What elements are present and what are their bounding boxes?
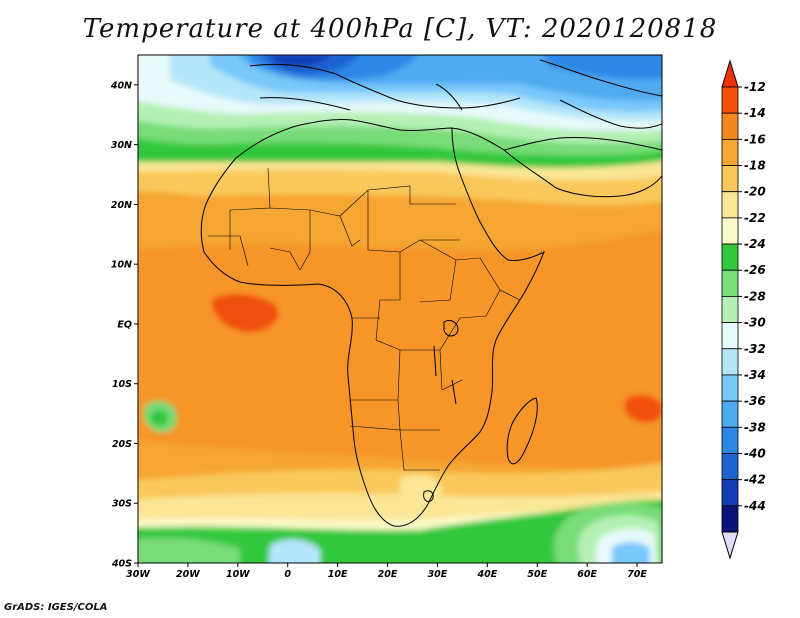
colorbar-swatch [721, 217, 739, 245]
lat-tick-label: EQ [117, 319, 132, 330]
colorbar-label: -22 [744, 211, 766, 225]
lon-tick-label: 30W [126, 569, 150, 580]
lat-tick-label: 20N [111, 200, 132, 211]
colorbar-label: -44 [744, 499, 766, 513]
colorbar-swatch [721, 453, 739, 481]
colorbar-label: -34 [744, 368, 766, 382]
colorbar-label: -40 [744, 446, 766, 460]
colorbar-swatch [721, 86, 739, 114]
colorbar-label: -38 [744, 420, 766, 434]
lat-tick-label: 30S [112, 499, 132, 510]
colorbar-swatch [721, 243, 739, 271]
chart-title: Temperature at 400hPa [C], VT: 202012081… [82, 14, 718, 44]
colorbar-label: -36 [744, 394, 766, 408]
lon-tick-label: 10W [226, 569, 250, 580]
lat-tick-label: 10S [112, 379, 132, 390]
lon-tick-label: 20W [176, 569, 200, 580]
lakes [423, 319, 459, 503]
lon-tick-label: 40E [476, 569, 497, 580]
colorbar-bottom-arrow [721, 531, 739, 560]
lon-tick-label: 60E [577, 569, 597, 580]
colorbar-swatch [721, 348, 739, 376]
colorbar-swatch [721, 138, 739, 166]
longitude-axis: 30W 20W 10W 0 10E 20E 30E 40E 50E 60E 70E [126, 563, 647, 580]
colorbar-swatch [721, 296, 739, 323]
lon-tick-label: 0 [284, 569, 291, 580]
credit-text: GrADS: IGES/COLA [4, 602, 108, 613]
lon-tick-label: 30E [428, 569, 448, 580]
lat-tick-label: 10N [111, 260, 132, 271]
colorbar-swatch [721, 505, 739, 533]
colorbar-swatch [721, 479, 739, 507]
colorbar-label: -30 [744, 316, 766, 330]
colorbar-label: -14 [744, 106, 766, 120]
lon-tick-label: 20E [378, 569, 398, 580]
lat-tick-label: 20S [112, 439, 132, 450]
colorbar-swatch [721, 400, 739, 428]
country-borders [208, 167, 521, 471]
colorbar-swatch [721, 165, 739, 193]
colorbar-label: -18 [744, 159, 766, 173]
colorbar-swatch [721, 269, 739, 297]
lon-tick-label: 50E [527, 569, 547, 580]
lat-tick-label: 40N [110, 80, 132, 91]
lat-tick-label: 30N [111, 140, 132, 151]
colorbar-label: -26 [744, 263, 766, 277]
colorbar-swatch [721, 322, 739, 350]
colorbar-swatch [721, 374, 739, 402]
colorbar-label: -24 [744, 237, 766, 251]
colorbar-label: -42 [744, 473, 766, 487]
colorbar-label: -16 [744, 132, 766, 146]
lon-tick-label: 70E [627, 569, 647, 580]
plot-frame [137, 54, 663, 564]
colorbar-swatch [721, 191, 739, 219]
coastlines [200, 59, 662, 527]
colorbar-swatch [721, 112, 739, 140]
lat-tick-label: 40S [111, 559, 132, 570]
colorbar-label: -12 [744, 80, 766, 94]
colorbar-label: -28 [744, 289, 766, 303]
colorbar-swatch [721, 426, 739, 454]
colorbar-label: -20 [744, 185, 766, 199]
lon-tick-label: 10E [328, 569, 348, 580]
colorbar: -12 -14 -16 -18 -20 -22 -24 -26 -28 -30 -32 -34 -36 -… [721, 59, 766, 560]
temperature-field [138, 55, 662, 563]
colorbar-top-arrow [721, 59, 739, 88]
latitude-axis: 40N 30N 20N 10N EQ 10S 20S 30S 40S [110, 80, 138, 570]
colorbar-label: -32 [744, 342, 766, 356]
